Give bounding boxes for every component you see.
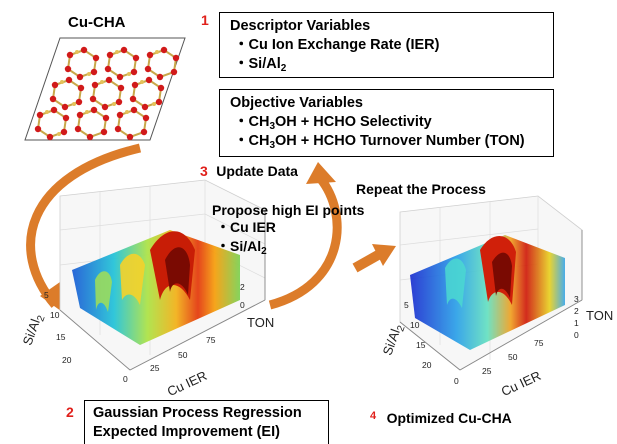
- plot-left-x-tick: 50: [178, 350, 188, 360]
- repeat-label: Repeat the Process: [356, 181, 486, 197]
- method-line-gpr: Gaussian Process Regression: [93, 405, 302, 421]
- step-1-number: 1: [201, 12, 209, 28]
- plot-right-y-tick: 15: [416, 340, 426, 350]
- step-3-label: Update Data: [216, 163, 298, 179]
- arrow-right: [352, 250, 381, 273]
- plot-right-x-tick: 25: [482, 366, 492, 376]
- arrow-down-left: [26, 143, 142, 308]
- step-3-number: 3: [200, 163, 208, 179]
- method-box: Gaussian Process Regression Expected Imp…: [84, 400, 329, 444]
- objective-heading: Objective Variables: [230, 95, 363, 111]
- arrow-up-middle-head: [306, 162, 336, 184]
- plot-right-x-tick: 50: [508, 352, 518, 362]
- objective-item-selectivity: ・CH3OH + HCHO Selectivity: [234, 114, 432, 132]
- step-2-number: 2: [66, 404, 74, 420]
- plot-right-y-tick: 10: [410, 320, 420, 330]
- plot-left-x-tick: 75: [206, 335, 216, 345]
- step-3: 3 Update Data: [200, 163, 298, 181]
- plot-left-x-tick: 25: [150, 363, 160, 373]
- plot-right-y-tick: 5: [404, 300, 409, 310]
- propose-item-cu-ier: ・Cu IER: [216, 219, 276, 235]
- step-4: 4 Optimized Cu-CHA: [370, 410, 512, 428]
- cu-cha-structure: [24, 37, 186, 141]
- plot-right-y-tick: 20: [422, 360, 432, 370]
- plot-left-z-tick: 2: [240, 282, 245, 292]
- descriptor-item-si-al: ・Si/Al2: [234, 56, 287, 74]
- step-4-number: 4: [370, 410, 377, 422]
- arrow-up-middle: [268, 175, 342, 310]
- descriptor-item-ier: ・Cu Ion Exchange Rate (IER): [234, 37, 440, 53]
- plot-left-z-label: TON: [247, 315, 275, 330]
- plot-right-z-tick: 0: [574, 330, 579, 340]
- plot-right-z-label: TON: [586, 308, 614, 323]
- plot-left-x-tick: 0: [123, 374, 128, 384]
- propose-item-si-al: ・Si/Al2: [216, 238, 267, 257]
- step-4-label: Optimized Cu-CHA: [386, 410, 512, 426]
- method-line-ei: Expected Improvement (EI): [93, 424, 280, 440]
- plot-right-z-tick: 3: [574, 294, 579, 304]
- propose-block: Propose high EI points ・Cu IER ・Si/Al2: [212, 202, 365, 257]
- arrow-right-head: [372, 244, 396, 266]
- plot-left-y-tick: 20: [62, 355, 72, 365]
- plot-right-z-tick: 2: [574, 306, 579, 316]
- descriptor-variables-box: Descriptor Variables ・Cu Ion Exchange Ra…: [219, 12, 554, 78]
- plot-left-y-tick: 5: [44, 290, 49, 300]
- propose-title: Propose high EI points: [212, 202, 365, 218]
- plot-left-y-tick: 10: [50, 310, 60, 320]
- plot-right-x-tick: 0: [454, 376, 459, 386]
- structure-title: Cu-CHA: [68, 14, 126, 31]
- objective-item-ton: ・CH3OH + HCHO Turnover Number (TON): [234, 133, 525, 151]
- plot-right-3d: [399, 195, 583, 371]
- plot-left-z-tick: 0: [240, 300, 245, 310]
- plot-right-z-tick: 1: [574, 318, 579, 328]
- plot-left-3d: [59, 179, 266, 371]
- plot-right-x-tick: 75: [534, 338, 544, 348]
- objective-variables-box: Objective Variables ・CH3OH + HCHO Select…: [219, 89, 554, 157]
- plot-left-y-tick: 15: [56, 332, 66, 342]
- descriptor-heading: Descriptor Variables: [230, 18, 371, 34]
